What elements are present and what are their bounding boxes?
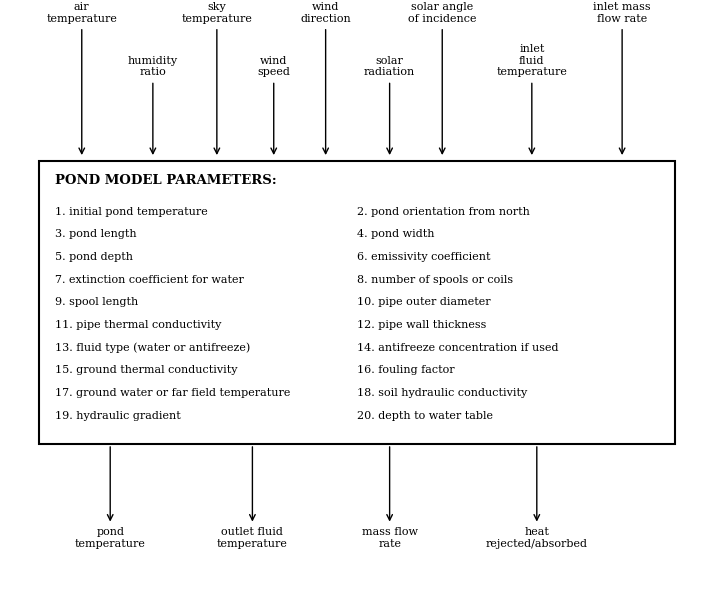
Text: 5. pond depth: 5. pond depth (55, 252, 133, 262)
Text: 6. emissivity coefficient: 6. emissivity coefficient (358, 252, 491, 262)
Text: heat
rejected/absorbed: heat rejected/absorbed (486, 527, 588, 549)
Text: 4. pond width: 4. pond width (358, 229, 435, 240)
Text: 8. number of spools or coils: 8. number of spools or coils (358, 275, 513, 285)
Text: 7. extinction coefficient for water: 7. extinction coefficient for water (55, 275, 244, 285)
Text: 12. pipe wall thickness: 12. pipe wall thickness (358, 320, 486, 330)
Text: 19. hydraulic gradient: 19. hydraulic gradient (55, 411, 181, 421)
Text: wind
direction: wind direction (300, 2, 351, 24)
Text: 16. fouling factor: 16. fouling factor (358, 365, 455, 375)
Text: 3. pond length: 3. pond length (55, 229, 137, 240)
Text: POND MODEL PARAMETERS:: POND MODEL PARAMETERS: (55, 174, 277, 187)
Text: inlet
fluid
temperature: inlet fluid temperature (496, 44, 567, 77)
Text: solar
radiation: solar radiation (364, 56, 415, 77)
Text: 10. pipe outer diameter: 10. pipe outer diameter (358, 297, 491, 308)
Text: inlet mass
flow rate: inlet mass flow rate (593, 2, 651, 24)
Text: 13. fluid type (water or antifreeze): 13. fluid type (water or antifreeze) (55, 343, 250, 353)
Text: 2. pond orientation from north: 2. pond orientation from north (358, 207, 530, 217)
Text: air
temperature: air temperature (46, 2, 117, 24)
Text: 1. initial pond temperature: 1. initial pond temperature (55, 207, 208, 217)
Text: 20. depth to water table: 20. depth to water table (358, 411, 493, 421)
Text: sky
temperature: sky temperature (181, 2, 252, 24)
Text: 14. antifreeze concentration if used: 14. antifreeze concentration if used (358, 343, 559, 353)
Text: 15. ground thermal conductivity: 15. ground thermal conductivity (55, 365, 237, 375)
Text: mass flow
rate: mass flow rate (362, 527, 417, 549)
Bar (39, 161, 675, 444)
Text: 17. ground water or far field temperature: 17. ground water or far field temperatur… (55, 388, 290, 398)
Text: solar angle
of incidence: solar angle of incidence (408, 2, 476, 24)
Text: 9. spool length: 9. spool length (55, 297, 138, 308)
Text: 11. pipe thermal conductivity: 11. pipe thermal conductivity (55, 320, 221, 330)
Text: humidity
ratio: humidity ratio (128, 56, 178, 77)
Text: pond
temperature: pond temperature (75, 527, 146, 549)
Text: 18. soil hydraulic conductivity: 18. soil hydraulic conductivity (358, 388, 528, 398)
Text: outlet fluid
temperature: outlet fluid temperature (217, 527, 288, 549)
Text: wind
speed: wind speed (257, 56, 290, 77)
